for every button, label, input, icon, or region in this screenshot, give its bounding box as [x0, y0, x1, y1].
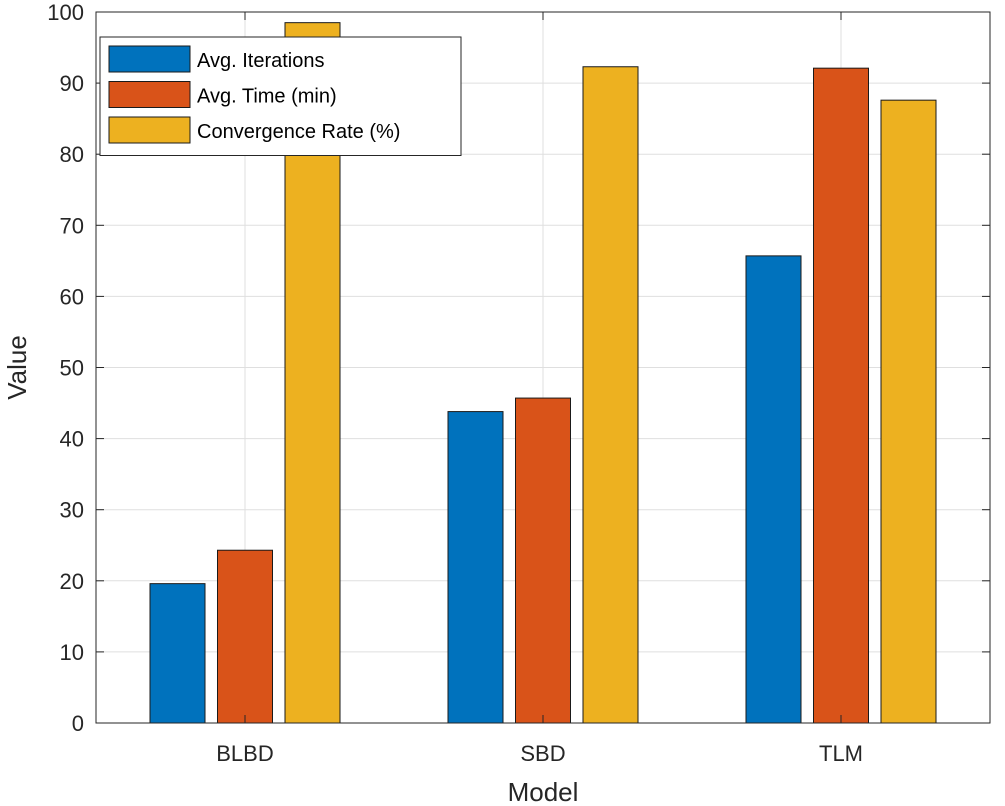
- y-tick-label: 50: [60, 356, 84, 381]
- ticks: 0 10 20 30 40 50 60 70 80 90 100 BLBD SBD TLM: [47, 0, 990, 766]
- legend-swatch: [108, 81, 191, 108]
- y-tick-label: 0: [72, 711, 84, 736]
- y-tick-label: 100: [47, 0, 84, 25]
- x-tick-label: BLBD: [216, 741, 273, 766]
- legend-label: Convergence Rate (%): [197, 121, 400, 143]
- bar-avg-time-min-blbd: [217, 549, 273, 724]
- legend-label: Avg. Iterations: [197, 50, 324, 72]
- y-tick-label: 90: [60, 71, 84, 96]
- x-axis-title: Model: [508, 777, 579, 806]
- legend: Avg. Iterations Avg. Time (min) Convergenc…: [99, 36, 462, 156]
- y-tick-label: 70: [60, 213, 84, 238]
- legend-swatch: [108, 45, 191, 73]
- bar-avg-time-min-tlm: [813, 67, 869, 724]
- x-tick-label: SBD: [520, 741, 565, 766]
- legend-swatch: [108, 116, 191, 144]
- bar-avg-iterations-tlm: [745, 255, 802, 724]
- bar-convergence-rate-tlm: [880, 99, 937, 724]
- legend-label: Avg. Time (min): [197, 86, 337, 108]
- y-axis-title: Value: [2, 335, 32, 400]
- y-tick-label: 60: [60, 284, 84, 309]
- x-tick-label: TLM: [819, 741, 863, 766]
- y-tick-label: 30: [60, 498, 84, 523]
- y-tick-label: 80: [60, 142, 84, 167]
- bar-avg-iterations-sbd: [447, 411, 504, 724]
- bar-convergence-rate-sbd: [582, 66, 639, 724]
- bar-avg-time-min-sbd: [515, 397, 571, 724]
- y-tick-label: 10: [60, 640, 84, 665]
- bar-avg-iterations-blbd: [149, 583, 206, 724]
- y-tick-label: 40: [60, 427, 84, 452]
- y-tick-label: 20: [60, 569, 84, 594]
